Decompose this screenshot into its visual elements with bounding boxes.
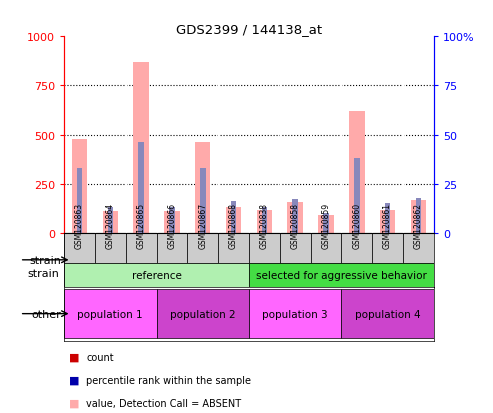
Text: reference: reference — [132, 270, 181, 280]
Text: GSM120861: GSM120861 — [383, 202, 392, 248]
Text: GSM120867: GSM120867 — [198, 202, 207, 248]
Bar — [385, 204, 390, 233]
Bar — [195, 143, 211, 233]
Bar — [157, 233, 187, 263]
Bar — [372, 233, 403, 263]
Bar — [95, 233, 126, 263]
Bar — [64, 233, 95, 263]
Text: percentile rank within the sample: percentile rank within the sample — [86, 375, 251, 385]
Bar — [318, 216, 334, 233]
Bar — [218, 233, 249, 263]
Bar — [380, 211, 395, 233]
Bar — [257, 211, 272, 233]
Bar — [157, 290, 249, 338]
Bar — [64, 263, 249, 287]
Bar — [262, 208, 267, 233]
Bar — [287, 203, 303, 233]
Text: GSM120863: GSM120863 — [75, 202, 84, 248]
Bar — [354, 159, 359, 233]
Bar — [341, 233, 372, 263]
Bar — [200, 169, 206, 233]
Text: other: other — [32, 309, 62, 319]
Bar — [164, 212, 179, 233]
Bar — [187, 233, 218, 263]
Text: GSM120838: GSM120838 — [260, 202, 269, 248]
Bar — [249, 290, 341, 338]
Bar — [226, 208, 241, 233]
Text: GSM120858: GSM120858 — [291, 202, 300, 248]
Bar — [249, 263, 434, 287]
Text: GSM120868: GSM120868 — [229, 202, 238, 248]
Text: population 4: population 4 — [355, 309, 421, 319]
Bar — [249, 233, 280, 263]
Text: strain: strain — [27, 268, 59, 279]
Text: GSM120859: GSM120859 — [321, 202, 330, 248]
Text: ■: ■ — [69, 398, 79, 408]
Text: count: count — [86, 352, 114, 362]
Text: GSM120865: GSM120865 — [137, 202, 145, 248]
Bar — [107, 208, 113, 233]
Bar — [341, 290, 434, 338]
Text: population 1: population 1 — [77, 309, 143, 319]
Bar — [311, 233, 341, 263]
Text: strain: strain — [30, 255, 62, 265]
Bar — [134, 63, 149, 233]
Bar — [169, 208, 175, 233]
Text: GSM120864: GSM120864 — [106, 202, 115, 248]
Text: GSM120866: GSM120866 — [168, 202, 176, 248]
Text: population 3: population 3 — [262, 309, 328, 319]
Text: ■: ■ — [69, 375, 79, 385]
Text: selected for aggressive behavior: selected for aggressive behavior — [256, 270, 427, 280]
Bar — [77, 169, 82, 233]
Bar — [416, 198, 421, 233]
Text: population 2: population 2 — [170, 309, 236, 319]
Bar — [126, 233, 157, 263]
Text: value, Detection Call = ABSENT: value, Detection Call = ABSENT — [86, 398, 242, 408]
Bar — [231, 202, 236, 233]
Bar — [64, 290, 157, 338]
Text: ■: ■ — [69, 352, 79, 362]
Text: GSM120862: GSM120862 — [414, 202, 423, 248]
Bar — [323, 214, 329, 233]
Bar — [292, 200, 298, 233]
Title: GDS2399 / 144138_at: GDS2399 / 144138_at — [176, 23, 322, 36]
Bar — [103, 212, 118, 233]
Bar — [349, 112, 364, 233]
Bar — [139, 143, 144, 233]
Bar — [411, 201, 426, 233]
Text: GSM120860: GSM120860 — [352, 202, 361, 248]
Bar — [72, 139, 87, 233]
Bar — [280, 233, 311, 263]
Bar — [403, 233, 434, 263]
